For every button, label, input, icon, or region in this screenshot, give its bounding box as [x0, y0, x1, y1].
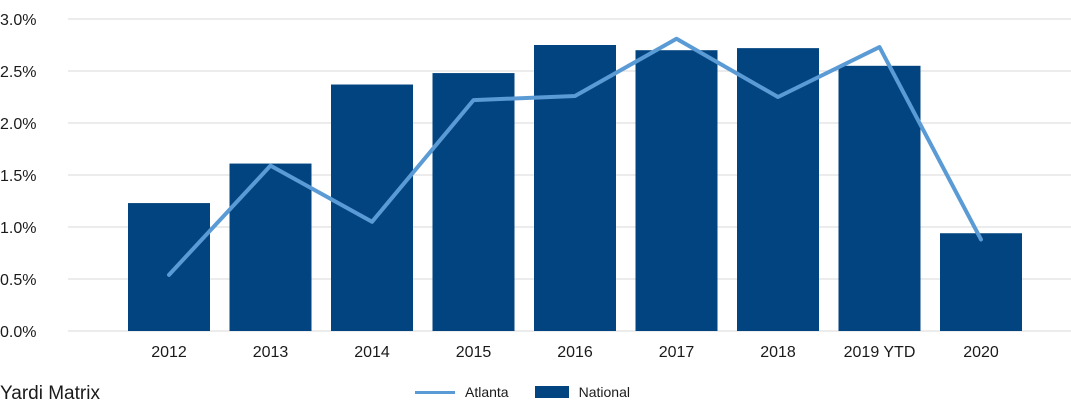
atlanta-line [167, 36, 983, 277]
national-bar [737, 48, 819, 332]
x-tick-label: 2020 [963, 344, 999, 361]
national-swatch [534, 386, 569, 398]
chart: 0.0%0.5%1.0%1.5%2.0%2.5%3.0% 2012 2013 201… [0, 12, 1071, 361]
legend-item-national: National [534, 384, 630, 400]
y-tick-label: 0.0% [0, 324, 36, 341]
x-tick-label: 2012 [151, 344, 187, 361]
national-bar [940, 233, 1022, 331]
national-bar [534, 45, 616, 331]
legend-label-national: National [578, 384, 630, 400]
atlanta-swatch [415, 390, 455, 394]
y-tick-label: 2.5% [0, 64, 36, 81]
x-tick-label: 2015 [456, 344, 492, 361]
x-tick-label: 2017 [659, 344, 695, 361]
y-axis-ticks: 0.0% 0.5% 1.0% 1.5% 2.0% 2.5% 3.0% [0, 12, 36, 341]
y-tick-label: 1.5% [0, 168, 36, 185]
x-tick-label: 2019 YTD [844, 344, 916, 361]
x-tick-label: 2018 [760, 344, 796, 361]
x-tick-label: 2014 [354, 344, 390, 361]
y-tick-label: 2.0% [0, 116, 36, 133]
x-tick-label: 2013 [253, 344, 289, 361]
y-tick-label: 3.0% [0, 12, 36, 29]
y-tick-label: 0.5% [0, 272, 36, 289]
national-bars [128, 45, 1022, 332]
legend: Atlanta National [415, 384, 656, 400]
x-axis-ticks: 2012 2013 2014 2015 2016 2017 2018 2019 YTD 2020 [151, 344, 999, 361]
legend-label-atlanta: Atlanta [465, 384, 509, 400]
x-tick-label: 2016 [557, 344, 593, 361]
national-bar [229, 163, 312, 331]
y-tick-label: 1.0% [0, 220, 36, 237]
atlanta-series-line [167, 36, 983, 277]
source-label: Yardi Matrix [0, 383, 100, 404]
national-bar [432, 73, 515, 331]
legend-item-atlanta: Atlanta [415, 384, 509, 400]
national-bar [635, 50, 718, 331]
national-bar [838, 65, 921, 332]
national-bar [128, 203, 210, 331]
